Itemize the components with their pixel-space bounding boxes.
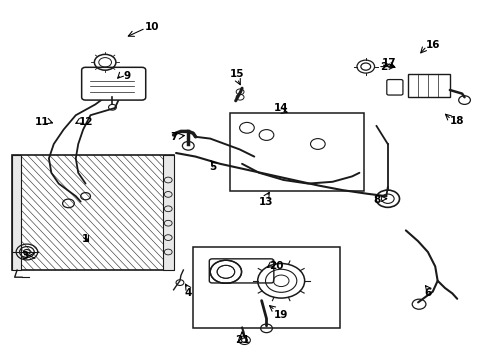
Text: 19: 19 [273, 310, 288, 320]
Text: 3: 3 [22, 251, 29, 261]
FancyBboxPatch shape [386, 80, 402, 95]
Bar [407, 74, 449, 97]
Bar [12, 155, 173, 270]
Text: 9: 9 [123, 71, 130, 81]
Text: 8: 8 [372, 195, 379, 205]
Text: 13: 13 [259, 197, 273, 207]
Text: 5: 5 [209, 162, 216, 172]
Text: 7: 7 [169, 132, 177, 142]
Text: 16: 16 [425, 40, 439, 50]
Text: 1: 1 [82, 234, 89, 244]
Text: 11: 11 [34, 117, 49, 127]
Text: 15: 15 [229, 69, 244, 79]
Text: 18: 18 [449, 116, 464, 126]
Text: 17: 17 [381, 58, 395, 68]
FancyBboxPatch shape [209, 259, 273, 283]
Text: 21: 21 [234, 335, 249, 345]
Text: 2: 2 [380, 62, 386, 72]
Bar [163, 155, 173, 270]
Text: 12: 12 [78, 117, 93, 127]
Text: 10: 10 [144, 22, 159, 32]
Text: 4: 4 [184, 288, 192, 298]
Bar [193, 247, 339, 328]
Bar [229, 113, 364, 191]
Text: 14: 14 [273, 103, 288, 113]
FancyBboxPatch shape [81, 67, 145, 100]
Text: 20: 20 [268, 261, 283, 271]
Text: 6: 6 [424, 288, 430, 298]
Bar [12, 155, 21, 270]
